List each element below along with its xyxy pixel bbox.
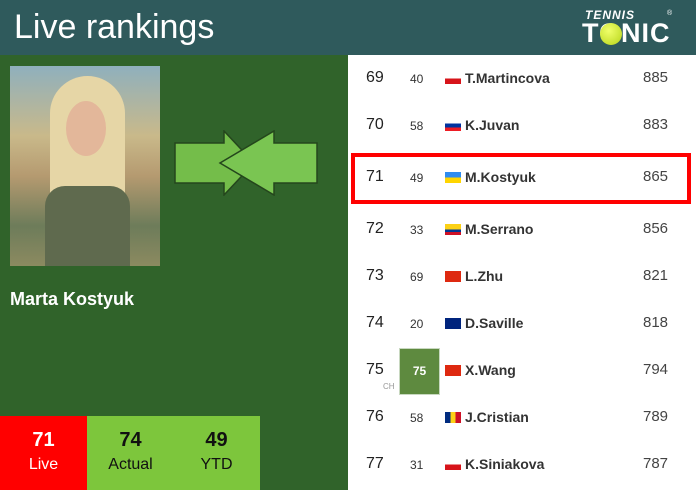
stat-ytd-label: YTD — [200, 456, 233, 473]
flag-icon — [445, 73, 461, 84]
rank: 76 — [366, 408, 384, 425]
player-name: Marta Kostyuk — [10, 289, 135, 309]
tennis-ball-icon — [600, 23, 622, 45]
career-high: 31 — [410, 458, 424, 472]
rank: 75 — [366, 361, 384, 378]
ranking-row[interactable]: 76 58 J.Cristian 789 — [348, 398, 696, 438]
swap-arrows-icon — [174, 130, 318, 196]
player-link[interactable]: M.Serrano — [465, 221, 534, 237]
flag-icon — [445, 412, 461, 423]
points: 821 — [643, 267, 669, 284]
ranking-row[interactable]: 73 69 L.Zhu 821 — [348, 257, 696, 297]
flag-icon — [445, 224, 461, 235]
points: 794 — [643, 361, 669, 378]
player-link[interactable]: J.Cristian — [465, 409, 529, 425]
rank: 72 — [366, 220, 384, 237]
ranking-row[interactable]: 75 X.Wang 794 — [348, 351, 696, 391]
flag-icon — [445, 318, 461, 329]
points: 818 — [643, 314, 669, 331]
points: 883 — [643, 116, 669, 133]
page-title: Live rankings — [14, 8, 215, 46]
career-high-label: CH — [383, 382, 395, 391]
points: 789 — [643, 408, 669, 425]
ranking-row[interactable]: 69 40 T.Martincova 885 — [348, 59, 696, 99]
rank: 71 — [366, 168, 384, 185]
stat-live-label: Live — [28, 456, 59, 473]
registered-icon: ® — [667, 10, 673, 17]
stat-live-value: 71 — [32, 429, 55, 451]
stat-actual-label: Actual — [108, 456, 153, 473]
flag-icon — [445, 120, 461, 131]
career-high: 49 — [410, 171, 424, 185]
ranking-row[interactable]: 74 20 D.Saville 818 — [348, 304, 696, 344]
ranking-row[interactable]: 70 58 K.Juvan 883 — [348, 106, 696, 146]
career-high: 40 — [410, 72, 424, 86]
stats-background — [87, 416, 260, 490]
career-high: 69 — [410, 270, 424, 284]
rank: 74 — [366, 314, 384, 331]
flag-icon — [445, 271, 461, 282]
points: 885 — [643, 69, 669, 86]
career-high: 58 — [410, 411, 424, 425]
ranking-row[interactable]: 71 49 M.Kostyuk 865 — [348, 158, 696, 198]
stat-ytd: 49 YTD — [173, 416, 260, 490]
logo-text-bottom: TONIC — [582, 18, 671, 48]
player-link[interactable]: L.Zhu — [465, 268, 504, 284]
header: Live rankings TENNIS TONIC ® — [0, 0, 696, 55]
ranking-row[interactable]: 72 33 M.Serrano 856 — [348, 210, 696, 250]
stat-ytd-value: 49 — [205, 429, 228, 451]
player-link[interactable]: K.Siniakova — [465, 456, 545, 472]
stat-actual-value: 74 — [119, 429, 142, 451]
player-link[interactable]: X.Wang — [465, 362, 516, 378]
career-high-badge: 75 — [399, 348, 440, 395]
ranking-row[interactable]: 77 31 K.Siniakova 787 — [348, 445, 696, 485]
stat-actual: 74 Actual — [87, 416, 174, 490]
player-link[interactable]: M.Kostyuk — [465, 169, 536, 185]
player-link[interactable]: D.Saville — [465, 315, 524, 331]
player-link[interactable]: K.Juvan — [465, 117, 520, 133]
career-high: 33 — [410, 223, 424, 237]
flag-icon — [445, 459, 461, 470]
flag-icon — [445, 172, 461, 183]
points: 787 — [643, 455, 669, 472]
points: 856 — [643, 220, 669, 237]
rank: 73 — [366, 267, 384, 284]
career-high: 58 — [410, 119, 424, 133]
career-high: 20 — [410, 317, 424, 331]
player-link[interactable]: T.Martincova — [465, 70, 550, 86]
tennis-tonic-logo[interactable]: TENNIS TONIC ® — [580, 8, 680, 48]
player-photo — [10, 66, 160, 266]
flag-icon — [445, 365, 461, 376]
rank: 70 — [366, 116, 384, 133]
logo-text-top: TENNIS — [585, 8, 636, 22]
stat-live: 71 Live — [0, 416, 87, 490]
highlight-box — [351, 153, 691, 204]
rank: 77 — [366, 455, 384, 472]
points: 865 — [643, 168, 669, 185]
rank: 69 — [366, 69, 384, 86]
